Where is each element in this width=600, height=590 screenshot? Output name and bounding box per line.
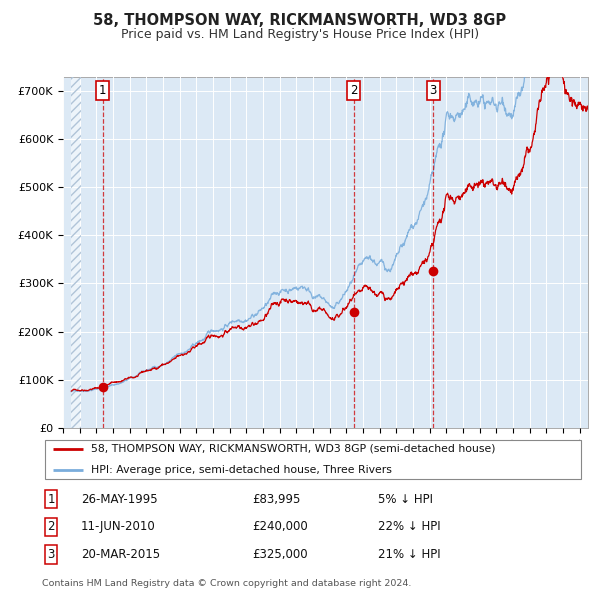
Text: 58, THOMPSON WAY, RICKMANSWORTH, WD3 8GP (semi-detached house): 58, THOMPSON WAY, RICKMANSWORTH, WD3 8GP… <box>91 444 496 454</box>
Text: 2: 2 <box>47 520 55 533</box>
Text: 11-JUN-2010: 11-JUN-2010 <box>81 520 156 533</box>
Text: 21% ↓ HPI: 21% ↓ HPI <box>378 548 440 561</box>
Text: 26-MAY-1995: 26-MAY-1995 <box>81 493 158 506</box>
Text: 58, THOMPSON WAY, RICKMANSWORTH, WD3 8GP: 58, THOMPSON WAY, RICKMANSWORTH, WD3 8GP <box>94 13 506 28</box>
Text: Contains HM Land Registry data © Crown copyright and database right 2024.
This d: Contains HM Land Registry data © Crown c… <box>42 579 412 590</box>
Text: HPI: Average price, semi-detached house, Three Rivers: HPI: Average price, semi-detached house,… <box>91 466 392 475</box>
Text: £325,000: £325,000 <box>252 548 308 561</box>
Text: 20-MAR-2015: 20-MAR-2015 <box>81 548 160 561</box>
Text: 5% ↓ HPI: 5% ↓ HPI <box>378 493 433 506</box>
Text: 3: 3 <box>47 548 55 561</box>
Text: 3: 3 <box>430 84 437 97</box>
Text: 22% ↓ HPI: 22% ↓ HPI <box>378 520 440 533</box>
Text: 1: 1 <box>99 84 106 97</box>
Text: £83,995: £83,995 <box>252 493 301 506</box>
Text: 1: 1 <box>47 493 55 506</box>
Text: £240,000: £240,000 <box>252 520 308 533</box>
Text: 2: 2 <box>350 84 358 97</box>
FancyBboxPatch shape <box>45 440 581 479</box>
Text: Price paid vs. HM Land Registry's House Price Index (HPI): Price paid vs. HM Land Registry's House … <box>121 28 479 41</box>
